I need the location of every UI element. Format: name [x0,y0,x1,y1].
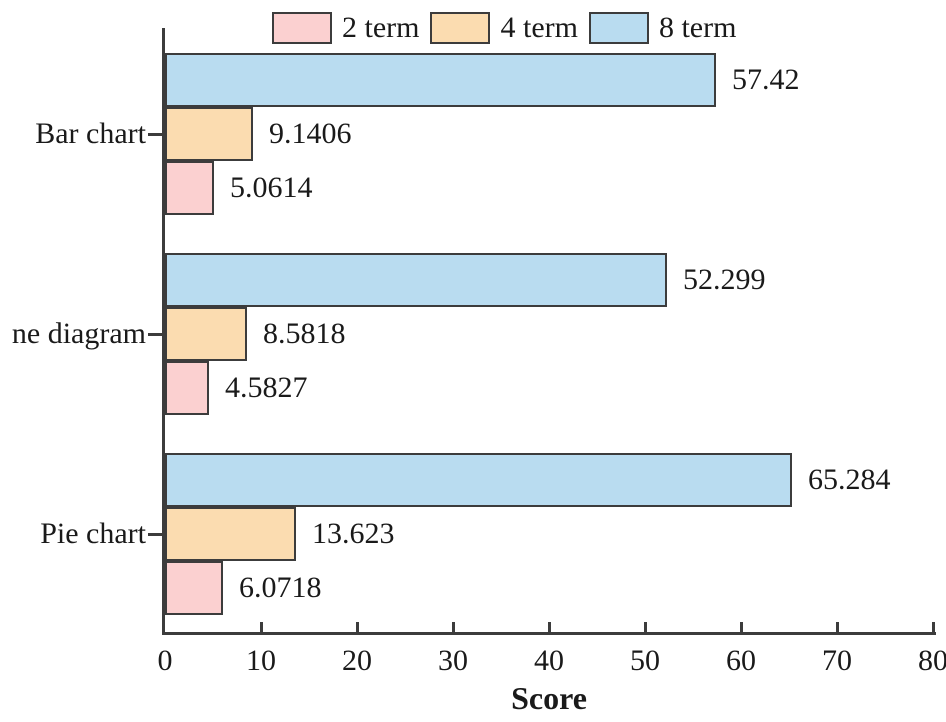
y-tick-mark [148,132,162,136]
bar-8-term-pie-chart [165,453,792,507]
bar-4-term-pie-chart [165,507,296,561]
x-tick-mark [739,622,743,632]
x-tick-label-70: 70 [822,644,852,677]
x-tick-label-50: 50 [630,644,660,677]
bar-8-term-ne-diagram [165,253,667,307]
legend-label-4-term: 4 term [500,11,578,44]
x-tick-mark [643,622,647,632]
x-tick-label-0: 0 [157,644,173,677]
bar-4-term-ne-diagram [165,307,247,361]
x-tick-label-10: 10 [246,644,276,677]
x-tick-mark [355,622,359,632]
value-label-4-term-ne-diagram: 8.5818 [263,317,346,350]
legend-label-2-term: 2 term [342,11,420,44]
value-label-2-term-bar-chart: 5.0614 [230,171,313,204]
x-tick-label-80: 80 [918,644,946,677]
category-label-ne-diagram: ne diagram [11,317,146,350]
x-tick-label-20: 20 [342,644,372,677]
value-label-8-term-pie-chart: 65.284 [808,463,891,496]
bar-2-term-pie-chart [165,561,223,615]
value-label-2-term-pie-chart: 6.0718 [239,571,322,604]
y-axis-line [162,28,165,635]
bar-2-term-ne-diagram [165,361,209,415]
chart-legend: 2 term 4 term 8 term [272,11,747,45]
legend-swatch-4-term-icon [430,12,491,44]
value-label-8-term-ne-diagram: 52.299 [683,263,766,296]
y-tick-mark [148,332,162,336]
category-label-pie-chart: Pie chart [40,517,146,550]
x-tick-mark [835,622,839,632]
value-label-8-term-bar-chart: 57.42 [732,63,800,96]
bar-2-term-bar-chart [165,161,214,215]
x-tick-mark [547,622,551,632]
legend-label-8-term: 8 term [658,11,737,44]
bar-4-term-bar-chart [165,107,253,161]
value-label-4-term-bar-chart: 9.1406 [269,117,352,150]
x-tick-mark [451,622,455,632]
x-tick-label-30: 30 [438,644,468,677]
category-label-bar-chart: Bar chart [35,117,146,150]
x-tick-mark [259,622,263,632]
bar-8-term-bar-chart [165,53,716,107]
legend-swatch-2-term-icon [272,12,332,44]
value-label-4-term-pie-chart: 13.623 [312,517,395,550]
legend-swatch-8-term-icon [588,12,649,44]
x-tick-label-60: 60 [726,644,756,677]
value-label-2-term-ne-diagram: 4.5827 [225,371,308,404]
y-tick-mark [148,532,162,536]
x-axis-line [162,632,936,635]
x-tick-mark [931,622,935,632]
x-tick-label-40: 40 [534,644,564,677]
x-axis-title: Score [511,680,587,716]
